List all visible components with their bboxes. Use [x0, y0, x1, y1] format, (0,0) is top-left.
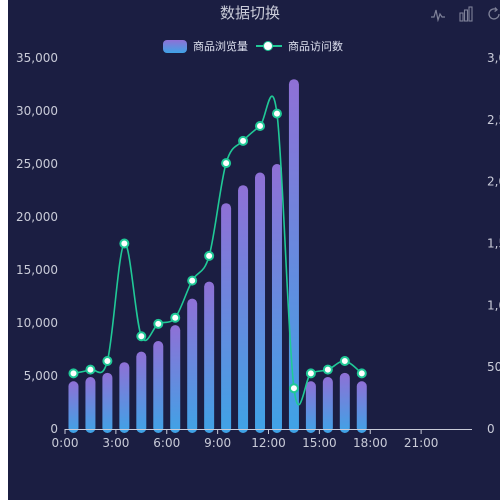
y-right-tick-label-1: 500: [487, 360, 500, 374]
line-point-1[interactable]: [85, 364, 96, 375]
bar-1[interactable]: [85, 377, 96, 433]
bar-series: [68, 79, 367, 434]
axes: 0:00 3:00 6:00 9:00 12:00 15:00 18:00 21:00 0 5,0…: [16, 51, 500, 450]
line-point-4[interactable]: [136, 331, 147, 342]
visits-line: [73, 95, 363, 406]
bar-7[interactable]: [187, 298, 198, 433]
bar-4[interactable]: [136, 351, 147, 433]
y-right-tick-label-2: 1,000: [487, 298, 500, 312]
bar-8[interactable]: [204, 281, 215, 433]
y-left-tick-label-0: 0: [50, 422, 58, 436]
chart-legend: 商品浏览量 商品访问数: [163, 37, 343, 55]
line-point-15[interactable]: [322, 364, 333, 375]
bar-5[interactable]: [153, 341, 164, 433]
y-left-tick-label-4: 20,000: [16, 210, 58, 224]
legend-line-label: 商品访问数: [288, 40, 343, 53]
bar-15[interactable]: [322, 377, 333, 433]
line-point-17[interactable]: [356, 368, 367, 379]
y-right-tick-label-6: 3,000: [487, 51, 500, 65]
x-tick-label-4: 12:00: [251, 436, 286, 450]
y-right-tick-label-0: 0: [487, 422, 495, 436]
bar-10[interactable]: [238, 185, 249, 433]
bar-13[interactable]: [288, 79, 299, 433]
legend-bar-swatch: [163, 39, 187, 53]
bar-17[interactable]: [356, 381, 367, 433]
bar-0[interactable]: [68, 381, 79, 433]
line-point-9[interactable]: [221, 158, 232, 169]
line-point-0[interactable]: [68, 368, 79, 379]
restore-icon[interactable]: [486, 6, 500, 22]
line-point-5[interactable]: [153, 318, 164, 329]
line-chart-icon[interactable]: [430, 6, 446, 22]
bar-16[interactable]: [339, 372, 350, 433]
line-point-13[interactable]: [288, 383, 299, 394]
bar-chart-icon[interactable]: [458, 6, 474, 22]
chart-toolbox: [430, 6, 500, 22]
y-right-tick-label-4: 2,000: [487, 175, 500, 189]
y-left-tick-label-1: 5,000: [24, 369, 58, 383]
x-tick-label-0: 0:00: [52, 436, 79, 450]
line-point-6[interactable]: [170, 312, 181, 323]
line-point-3[interactable]: [119, 238, 130, 249]
line-point-16[interactable]: [339, 355, 350, 366]
x-tick-label-2: 6:00: [153, 436, 180, 450]
bar-3[interactable]: [119, 362, 130, 433]
line-point-2[interactable]: [102, 355, 113, 366]
chart-title: 数据切换: [219, 4, 280, 22]
y-left-tick-label-2: 10,000: [16, 316, 58, 330]
bar-9[interactable]: [221, 203, 232, 433]
x-tick-label-3: 9:00: [204, 436, 231, 450]
legend-line-swatch: [256, 39, 282, 53]
y-left-tick-label-3: 15,000: [16, 263, 58, 277]
bar-11[interactable]: [255, 172, 266, 434]
y-right-tick-label-3: 1,500: [487, 237, 500, 251]
x-tick-label-5: 15:00: [302, 436, 337, 450]
y-left-tick-label-7: 35,000: [16, 51, 58, 65]
line-point-10[interactable]: [238, 135, 249, 146]
x-tick-label-1: 3:00: [102, 436, 129, 450]
bar-12[interactable]: [271, 164, 282, 433]
legend-bar-label: 商品浏览量: [193, 40, 248, 53]
legend-item-line[interactable]: 商品访问数: [256, 38, 343, 54]
y-right-tick-label-5: 2,500: [487, 113, 500, 127]
bar-6[interactable]: [170, 325, 181, 433]
legend-item-bar[interactable]: 商品浏览量: [163, 38, 248, 54]
x-tick-label-6: 18:00: [353, 436, 388, 450]
line-point-14[interactable]: [305, 368, 316, 379]
line-point-11[interactable]: [255, 121, 266, 132]
y-left-tick-label-5: 25,000: [16, 157, 58, 171]
y-left-tick-label-6: 30,000: [16, 104, 58, 118]
line-point-7[interactable]: [187, 275, 198, 286]
bar-2[interactable]: [102, 372, 113, 433]
x-tick-label-7: 21:00: [404, 436, 439, 450]
line-series: [68, 95, 367, 406]
bar-14[interactable]: [305, 381, 316, 433]
line-point-12[interactable]: [271, 108, 282, 119]
line-point-8[interactable]: [204, 250, 215, 261]
